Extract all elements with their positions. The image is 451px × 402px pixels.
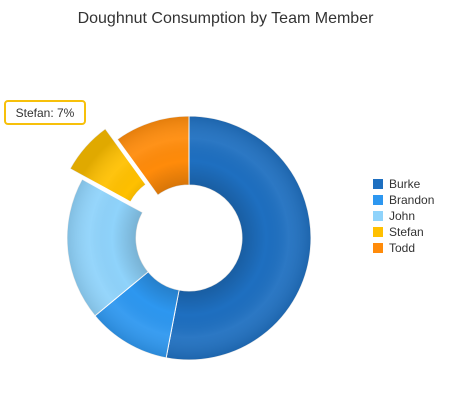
legend-item-john[interactable]: John — [373, 208, 434, 224]
legend-swatch — [373, 211, 383, 221]
legend-label: John — [389, 209, 416, 223]
legend-item-todd[interactable]: Todd — [373, 240, 434, 256]
legend-item-stefan[interactable]: Stefan — [373, 224, 434, 240]
legend-label: Burke — [389, 177, 421, 191]
legend-swatch — [373, 243, 383, 253]
legend-label: Todd — [389, 241, 416, 255]
legend-item-brandon[interactable]: Brandon — [373, 192, 434, 208]
legend-label: Brandon — [389, 193, 435, 207]
legend-swatch — [373, 179, 383, 189]
legend-item-burke[interactable]: Burke — [373, 176, 434, 192]
legend-label: Stefan — [389, 225, 424, 239]
chart-title: Doughnut Consumption by Team Member — [77, 10, 374, 27]
slice-tooltip: Stefan: 7% — [4, 100, 86, 125]
legend: Burke Brandon John Stefan Todd — [373, 176, 434, 256]
legend-swatch — [373, 227, 383, 237]
legend-swatch — [373, 195, 383, 205]
